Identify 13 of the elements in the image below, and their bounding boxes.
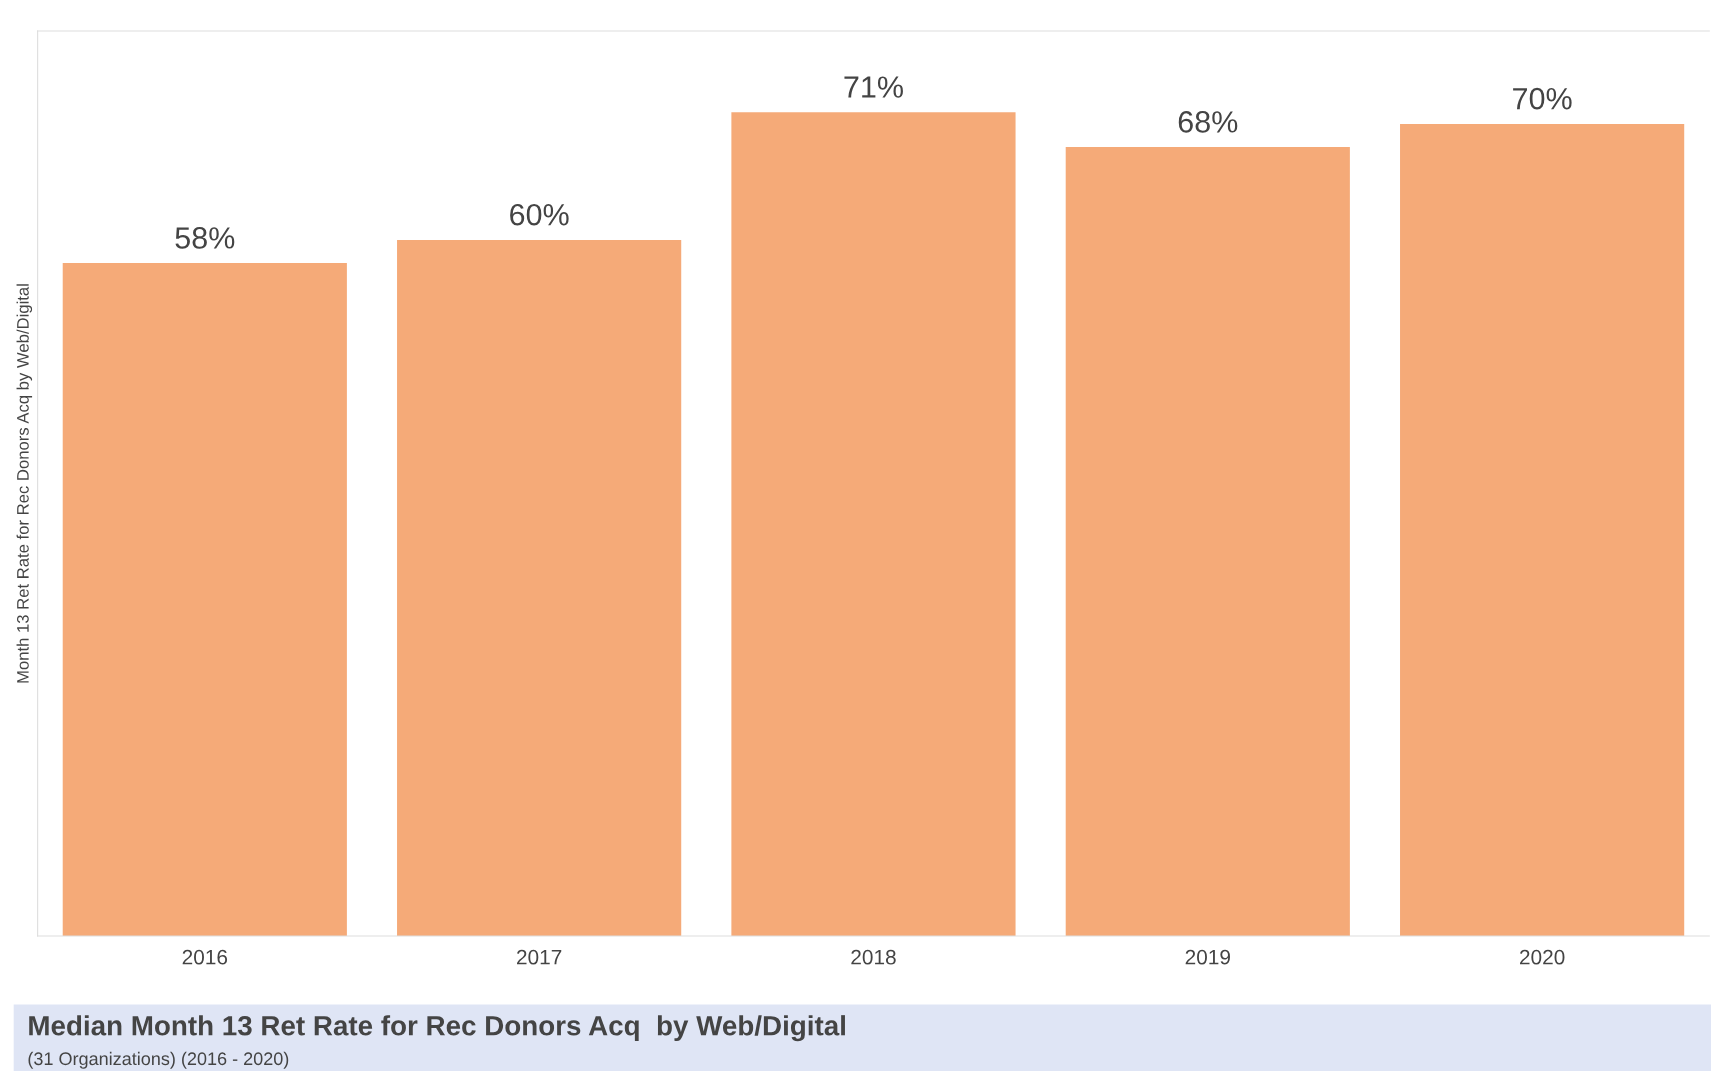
x-tick-label: 2018 bbox=[851, 949, 896, 965]
data-label: 70% bbox=[1513, 87, 1572, 110]
y-axis-title: Month 13 Ret Rate for Rec Donors Acq by Web/Digital bbox=[16, 284, 33, 683]
text: (31 Organizations) (2016 - 2020) bbox=[28, 1051, 289, 1069]
x-tick-label: 2017 bbox=[517, 949, 562, 965]
x-tick-label: 2020 bbox=[1520, 949, 1565, 965]
data-label: 71% bbox=[844, 76, 903, 98]
x-tick-label: 2016 bbox=[182, 949, 228, 965]
data-label: 58% bbox=[175, 227, 235, 249]
data-label: 60% bbox=[510, 203, 569, 226]
text: Median Month 13 Ret Rate for Rec Donors Acq by Web/Digital bbox=[29, 1015, 845, 1042]
x-tick-label: 2019 bbox=[1185, 949, 1230, 965]
data-label: 68% bbox=[1178, 111, 1238, 133]
